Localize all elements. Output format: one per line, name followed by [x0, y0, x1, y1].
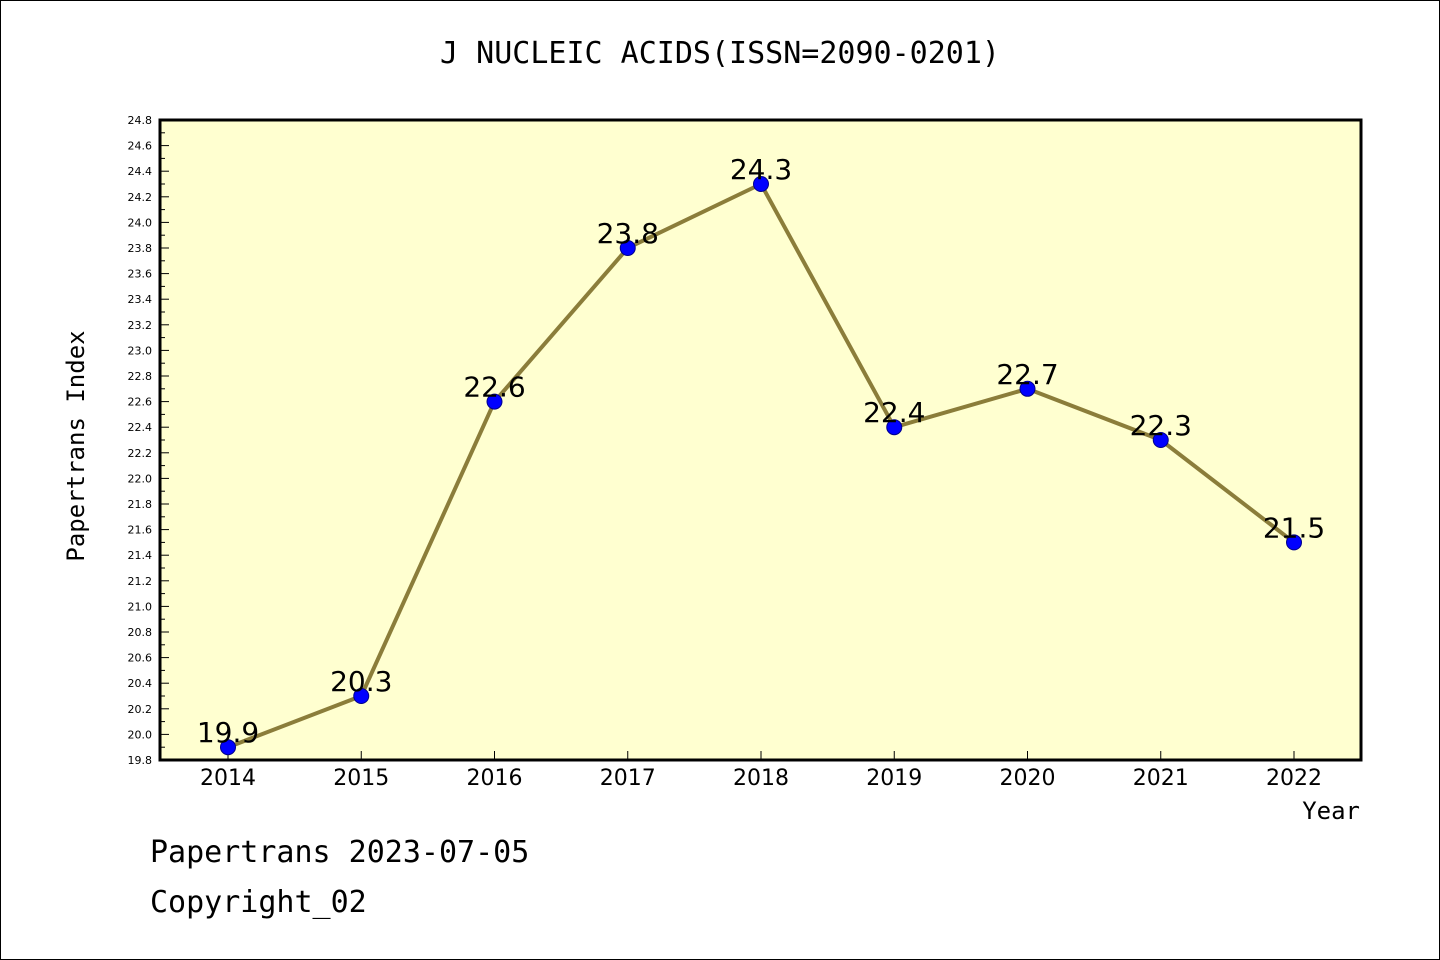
chart-title: J NUCLEIC ACIDS(ISSN=2090-0201)	[440, 36, 1000, 71]
data-label: 22.4	[863, 396, 925, 429]
y-tick-label: 22.8	[128, 370, 153, 383]
x-tick-label: 2014	[200, 766, 256, 791]
y-tick-label: 23.0	[128, 344, 153, 357]
data-label: 23.8	[597, 217, 659, 250]
data-point	[1286, 534, 1302, 551]
y-tick-label: 20.6	[128, 652, 153, 665]
data-labels: 19.9 20.3 22.6 23.8 24.3 22.4 22.7 22.3 21.5	[197, 153, 1325, 749]
data-point	[220, 739, 236, 756]
data-points	[220, 176, 1302, 756]
y-tick-label: 21.6	[128, 524, 153, 537]
y-tick-label: 21.2	[128, 575, 153, 588]
x-tick-label: 2017	[600, 766, 656, 791]
y-tick-label: 24.2	[128, 191, 153, 204]
data-label: 22.6	[463, 371, 525, 404]
y-tick-label: 20.2	[128, 703, 153, 716]
x-tick-label: 2021	[1133, 766, 1189, 791]
x-tick-label: 2019	[866, 766, 922, 791]
y-tick-label: 20.0	[128, 728, 153, 741]
y-tick-label: 23.2	[128, 319, 153, 332]
y-tick-label: 21.4	[128, 549, 153, 562]
data-point	[1152, 432, 1169, 448]
data-point	[886, 419, 903, 436]
plot-border	[158, 118, 1363, 762]
x-tick-label: 2015	[333, 766, 389, 791]
y-axis-ticks: 19.8 20.0 20.2 20.4 20.6 20.8 21.0 21.2 21.4 21.6…	[128, 114, 169, 767]
y-tick-label: 24.8	[128, 114, 153, 127]
data-label: 22.7	[996, 358, 1058, 391]
data-label: 22.3	[1130, 409, 1192, 442]
data-point	[753, 176, 769, 192]
data-point	[353, 688, 370, 704]
y-tick-label: 22.4	[128, 421, 153, 434]
data-label: 24.3	[730, 153, 792, 186]
x-tick-label: 2020	[1000, 766, 1056, 791]
data-point	[619, 240, 636, 256]
y-tick-label: 21.8	[128, 498, 153, 511]
x-tick-label: 2016	[467, 766, 523, 791]
y-tick-label: 23.8	[128, 242, 153, 255]
x-axis-ticks: 2014 2015 2016 2017 2018 2019 2020 2021 2022	[200, 751, 1322, 791]
x-axis-label: Year	[1302, 797, 1360, 825]
footer-copyright: Copyright_02	[150, 885, 367, 920]
data-label: 20.3	[330, 665, 392, 698]
data-point	[1019, 380, 1036, 397]
y-tick-label: 22.2	[128, 447, 153, 460]
y-tick-label: 24.4	[128, 165, 153, 178]
x-tick-label: 2018	[733, 766, 789, 791]
data-label: 19.9	[197, 716, 259, 749]
y-tick-label: 23.6	[128, 268, 153, 281]
y-tick-label: 22.0	[128, 472, 153, 485]
x-tick-label: 2022	[1266, 766, 1322, 791]
y-tick-label: 23.4	[128, 293, 153, 306]
y-tick-label: 20.8	[128, 626, 153, 639]
y-tick-label: 20.4	[128, 677, 153, 690]
y-tick-label: 24.0	[128, 216, 153, 229]
data-point	[486, 393, 503, 410]
y-tick-label: 19.8	[128, 754, 153, 767]
y-tick-label: 24.6	[128, 140, 153, 153]
y-tick-label: 22.6	[128, 396, 153, 409]
footer-date: Papertrans 2023-07-05	[150, 835, 530, 870]
y-tick-label: 21.0	[128, 600, 153, 613]
data-label: 21.5	[1263, 511, 1325, 544]
